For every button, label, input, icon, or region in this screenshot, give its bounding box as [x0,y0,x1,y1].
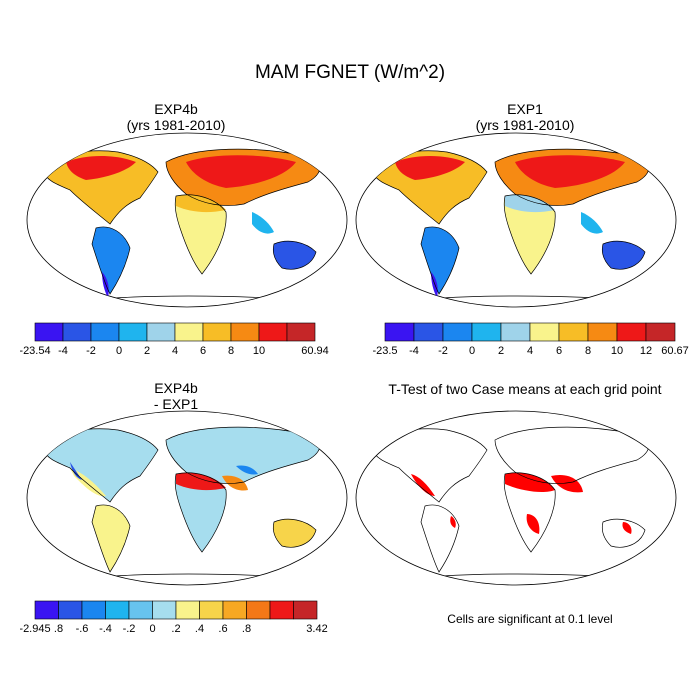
colorbar-tick-label: 8 [228,345,234,357]
colorbar-tick-label: -.6 [76,623,89,635]
colorbar-tick-label: .6 [218,623,227,635]
panel-title-diff-line2: - EXP1 [153,396,199,412]
colorbar-tick-label: 60.94 [301,345,329,357]
panel-title-ttest-line1: T-Test of two Case means at each grid po… [388,381,662,397]
colorbar-tick-label: -23.5 [372,345,397,357]
colorbar-diff: -2.945.8 -.6 -.4 -.2 0.2.4.6.8 3.42 [20,600,328,635]
map-diff [26,410,348,586]
panel-title-diff: EXP4b - EXP1 [26,380,326,412]
colorbar-tick-label: -2 [86,345,96,357]
colorbar-box [58,600,83,620]
colorbar-box [616,322,647,342]
colorbar-tick-label: 10 [611,345,623,357]
colorbar-box [246,600,271,620]
panel-title-exp4b-line2: (yrs 1981-2010) [126,117,226,133]
colorbar-box [199,600,224,620]
colorbar-box [175,600,200,620]
colorbar-box [293,600,318,620]
colorbar-box [529,322,560,342]
colorbar-box [645,322,676,342]
colorbar-tick-label: 8 [585,345,591,357]
significance-note: Cells are significant at 0.1 level [447,612,613,626]
map-exp4b [26,132,348,308]
panel-title-exp4b: EXP4b (yrs 1981-2010) [26,101,326,133]
colorbar-tick-label: 6 [200,345,206,357]
colorbar-tick-label: 3.42 [306,623,327,635]
colorbar-box [286,322,316,342]
colorbar-tick-label: -4 [58,345,68,357]
panel-title-exp1-line1: EXP1 [507,101,543,117]
colorbar-tick-label: 0 [469,345,475,357]
panel-title-exp1: EXP1 (yrs 1981-2010) [375,101,675,133]
colorbar-box [105,600,130,620]
colorbar-tick-label: 12 [640,345,652,357]
field-exp1 [373,149,649,298]
colorbar-tick-label: 60.67 [661,345,689,357]
colorbar-box [118,322,148,342]
colorbar-tick-label: -4 [409,345,419,357]
colorbar-box [81,600,106,620]
colorbar-exp4b: -23.54 -4 -2 0 2 4 6 8 10 60.94 [20,322,329,357]
colorbar-box [222,600,247,620]
colorbar-tick-label: 2 [498,345,504,357]
field-diff [44,427,320,572]
colorbar-box [62,322,92,342]
colorbar-box [384,322,415,342]
colorbar-box [558,322,589,342]
colorbar-box [230,322,260,342]
map-exp1 [355,132,677,308]
colorbar-box [174,322,204,342]
panel-title-ttest: T-Test of two Case means at each grid po… [355,381,695,397]
colorbar-tick-label: .8 [54,623,63,635]
colorbar-tick-label: 10 [253,345,265,357]
colorbar-box [202,322,232,342]
colorbar-tick-label: .8 [242,623,251,635]
colorbar-box [500,322,531,342]
panel-title-exp4b-line1: EXP4b [154,101,198,117]
globe-outline [355,410,677,586]
colorbar-box [442,322,473,342]
colorbar-tick-label: -.4 [99,623,112,635]
colorbar-box [258,322,288,342]
colorbar-box [471,322,502,342]
colorbar-tick-label: 4 [527,345,533,357]
colorbar-tick-label: -23.54 [20,345,51,357]
figure-title: MAM FGNET (W/m^2) [254,62,446,83]
significant-cells [411,472,632,534]
colorbar-tick-label: 0 [149,623,155,635]
colorbar-tick-label: 2 [144,345,150,357]
colorbar-box [34,600,59,620]
colorbar-box [269,600,294,620]
map-ttest [355,410,677,586]
colorbar-tick-label: -.2 [123,623,136,635]
colorbar-tick-label: -2 [438,345,448,357]
colorbar-tick-label: 0 [116,345,122,357]
field-exp4b [44,149,320,298]
colorbar-box [587,322,618,342]
colorbar-tick-label: 4 [172,345,178,357]
colorbar-box [152,600,177,620]
colorbar-box [413,322,444,342]
colorbar-tick-label: .2 [171,623,180,635]
colorbar-box [34,322,64,342]
colorbar-exp1: -23.5 -4 -2 0 2 4 6 8 10 12 60.67 [372,322,689,357]
colorbar-box [146,322,176,342]
panel-title-diff-line1: EXP4b [154,380,198,396]
colorbar-tick-label: -2.945 [20,623,51,635]
panel-title-exp1-line2: (yrs 1981-2010) [475,117,575,133]
colorbar-tick-label: .4 [195,623,204,635]
colorbar-box [90,322,120,342]
colorbar-tick-label: 6 [556,345,562,357]
colorbar-box [128,600,153,620]
